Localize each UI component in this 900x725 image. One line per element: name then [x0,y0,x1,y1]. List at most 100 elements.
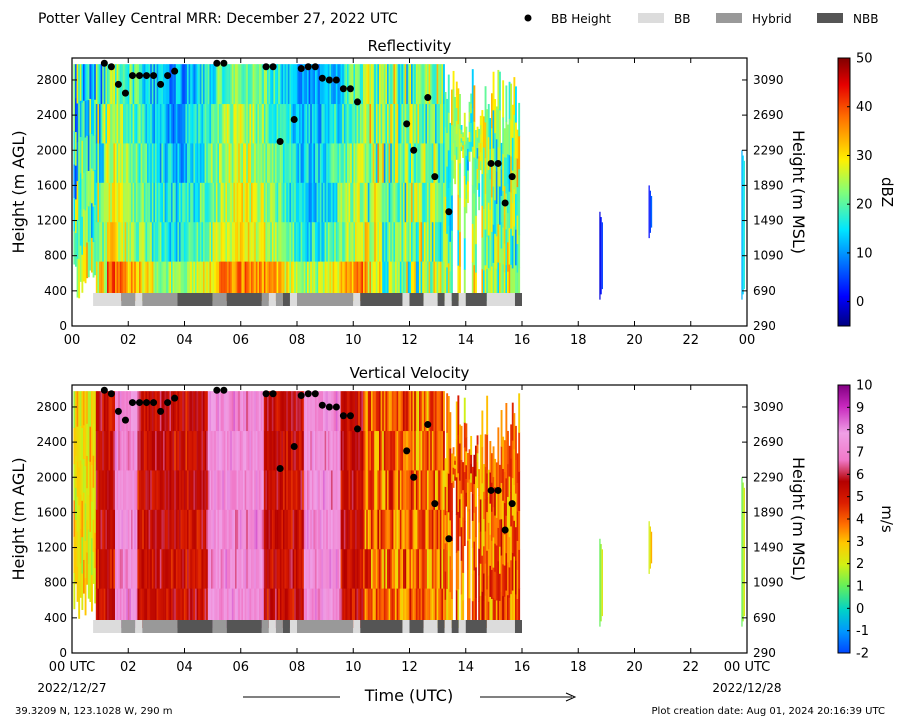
bb-type-segment [465,293,487,306]
bb-height-point [487,159,495,167]
bb-type-segment [282,293,290,306]
bb-height-point [508,173,516,181]
bb-type-segment [423,293,438,306]
bb-height-points [100,386,516,543]
x-tick-label: 02 [120,660,137,675]
x-tick-label: 00 UTC [724,660,770,675]
legend: BB Height BB Hybrid NBB [524,12,878,26]
legend-label: BB [674,12,690,26]
bb-height-point [262,390,270,398]
bb-type-segment [289,620,297,633]
x-start-date: 2022/12/27 [37,681,106,695]
bb-type-segment [93,293,122,306]
x-tick-label: 06 [232,660,249,675]
panel-title: Vertical Velocity [350,364,470,382]
colorbar-gradient [837,57,851,327]
x-tick-label: 10 [345,660,362,675]
bb-height-points [100,59,516,216]
bb-type-segment [289,293,297,306]
bb-type-segment [451,620,459,633]
bb-type-segment [402,620,410,633]
colorbar-label: dBZ [878,177,896,207]
bb-type-segment [409,620,424,633]
x-tick-label: 20 [626,333,643,348]
bb-height-point [100,59,108,67]
bb-height-point [100,386,108,394]
bb-height-point [157,80,165,88]
bb-height-point [403,447,411,455]
bb-type-segment [458,293,466,306]
bb-height-point [276,137,284,145]
x-tick-label: 18 [570,660,587,675]
heatmap [73,391,745,629]
bb-height-point [269,63,277,71]
bb-type-segment [135,293,143,306]
bb-type-segment [444,620,452,633]
bb-height-point [403,120,411,128]
y-tick-label-right: 1490 [753,214,784,228]
y-tick-label: 2800 [36,73,67,87]
legend-swatch [638,13,664,23]
y-tick-label: 800 [44,249,67,263]
bb-type-segment [360,293,403,306]
legend-label: BB Height [551,12,611,26]
x-tick-label: 12 [401,333,418,348]
colorbar-tick-label: 2 [856,557,864,572]
bb-height-point [297,65,305,73]
bb-height-point [164,399,172,407]
bb-height-point [304,63,312,71]
bb-height-point [410,473,418,481]
x-tick-label: 22 [682,333,699,348]
bb-type-segment [402,293,410,306]
bb-height-point [431,500,439,508]
bb-type-segment [212,293,227,306]
bb-height-point [346,85,354,93]
bb-type-segment [212,620,227,633]
bb-height-point [501,199,509,207]
bb-type-segment [353,620,361,633]
bb-height-point [410,146,418,154]
bb-height-point [107,63,115,71]
y-axis-label: Height (m AGL) [9,130,28,253]
bb-height-point [121,89,129,97]
colorbar-tick-label: 9 [856,401,864,416]
y-tick-label: 0 [59,319,67,333]
colorbar-tick-label: 4 [856,513,864,528]
y-tick-label-right: 1090 [753,576,784,590]
bb-type-segment [437,293,445,306]
bb-height-point [276,464,284,472]
bb-height-point [150,399,158,407]
x-tick-label: 18 [570,333,587,348]
colorbar-tick-label: 20 [856,198,873,213]
legend-label: Hybrid [752,12,792,26]
x-tick-label: 22 [682,660,699,675]
bb-type-segment [282,620,290,633]
xlabel-arrow-head [565,692,577,702]
x-tick-label: 12 [401,660,418,675]
y-tick-label-right: 690 [753,284,776,298]
bb-height-point [143,72,151,80]
bb-height-point [157,407,165,415]
creation-date-text: Plot creation date: Aug 01, 2024 20:16:3… [652,706,885,717]
colorbar-tick-label: 10 [856,379,873,394]
bb-height-point [431,173,439,181]
x-tick-label: 14 [457,660,474,675]
legend-swatch [716,13,742,23]
bb-type-segment [458,620,466,633]
colorbar-tick-label: -1 [856,624,869,639]
bb-height-point [332,76,340,84]
bb-height-point [290,443,298,451]
x-tick-label: 10 [345,333,362,348]
x-tick-label: 06 [232,333,249,348]
bb-height-point [290,116,298,124]
x-tick-label: 16 [514,333,531,348]
bb-height-point [136,72,143,80]
bb-height-point [311,63,319,71]
x-tick-label: 08 [289,333,306,348]
bb-height-point [269,390,277,398]
panel-title: Reflectivity [368,37,452,55]
y-tick-label: 2400 [36,108,67,122]
bb-height-point [297,392,305,400]
